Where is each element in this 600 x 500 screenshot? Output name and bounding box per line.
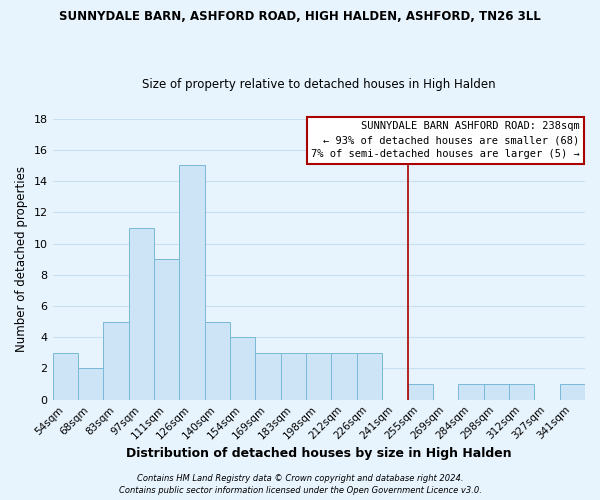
Bar <box>281 353 306 400</box>
Bar <box>103 322 128 400</box>
Bar <box>179 166 205 400</box>
Bar <box>357 353 382 400</box>
Title: Size of property relative to detached houses in High Halden: Size of property relative to detached ho… <box>142 78 496 91</box>
Bar <box>560 384 585 400</box>
Bar <box>509 384 534 400</box>
Bar <box>78 368 103 400</box>
Bar <box>154 259 179 400</box>
Bar <box>53 353 78 400</box>
X-axis label: Distribution of detached houses by size in High Halden: Distribution of detached houses by size … <box>126 447 512 460</box>
Bar <box>205 322 230 400</box>
Text: SUNNYDALE BARN, ASHFORD ROAD, HIGH HALDEN, ASHFORD, TN26 3LL: SUNNYDALE BARN, ASHFORD ROAD, HIGH HALDE… <box>59 10 541 23</box>
Text: SUNNYDALE BARN ASHFORD ROAD: 238sqm
← 93% of detached houses are smaller (68)
7%: SUNNYDALE BARN ASHFORD ROAD: 238sqm ← 93… <box>311 122 580 160</box>
Bar <box>128 228 154 400</box>
Y-axis label: Number of detached properties: Number of detached properties <box>15 166 28 352</box>
Bar <box>484 384 509 400</box>
Bar <box>331 353 357 400</box>
Bar <box>407 384 433 400</box>
Text: Contains HM Land Registry data © Crown copyright and database right 2024.
Contai: Contains HM Land Registry data © Crown c… <box>119 474 481 495</box>
Bar <box>306 353 331 400</box>
Bar <box>458 384 484 400</box>
Bar <box>256 353 281 400</box>
Bar <box>230 337 256 400</box>
